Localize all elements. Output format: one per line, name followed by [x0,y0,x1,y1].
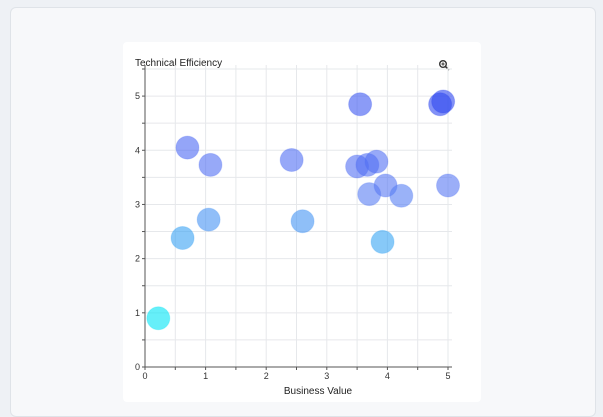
x-tick-label: 5 [445,371,450,381]
y-tick-label: 2 [135,254,140,264]
data-points [146,89,460,331]
y-tick-label: 0 [135,362,140,372]
x-tick-label: 4 [385,371,390,381]
data-point [170,226,195,251]
y-tick-label: 4 [135,145,140,155]
x-tick-label: 1 [203,371,208,381]
data-point [146,306,171,331]
x-tick-label: 2 [264,371,269,381]
data-point [198,152,223,177]
x-axis-label: Business Value [283,386,353,397]
axes [144,65,452,368]
x-tick-label: 3 [324,371,329,381]
data-point [370,229,395,254]
ticks: 0 1 2 3 4 5 0 1 2 3 4 5 [135,68,451,381]
data-point [175,135,200,160]
data-point [364,149,389,174]
y-tick-label: 5 [135,91,140,101]
data-point [196,207,221,232]
data-point [436,173,460,198]
y-tick-label: 1 [135,308,140,318]
data-point [389,183,414,208]
x-tick-label: 0 [142,371,147,381]
data-point [348,92,373,117]
data-point [431,89,456,114]
y-tick-label: 3 [135,199,140,209]
y-axis-label: Technical Efficiency [135,58,223,69]
data-point [279,148,304,173]
data-point [290,209,315,234]
